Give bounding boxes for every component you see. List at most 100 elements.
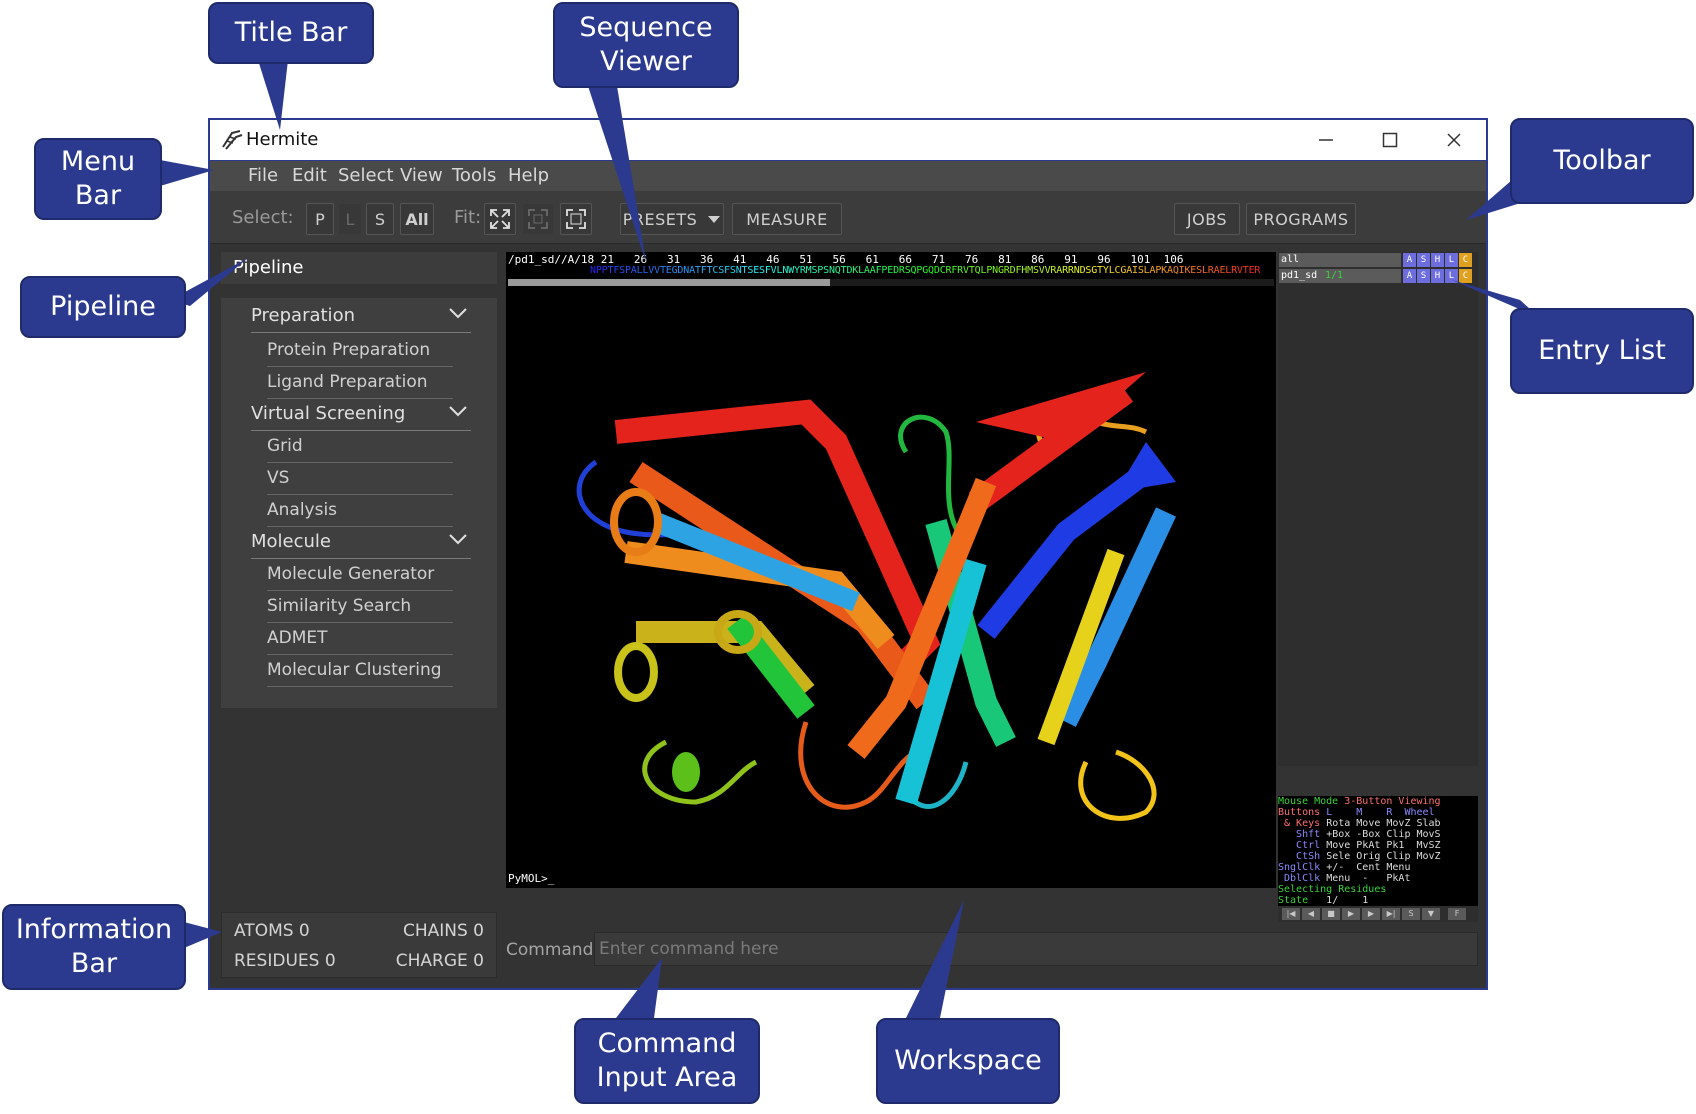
select-ligand-button[interactable]: L bbox=[338, 203, 362, 235]
entry-show-button[interactable]: S bbox=[1417, 269, 1430, 283]
sequence-scroll-thumb[interactable] bbox=[508, 279, 830, 286]
entry-hide-button[interactable]: H bbox=[1431, 253, 1444, 267]
play-icon[interactable]: ▶ bbox=[1342, 908, 1360, 920]
entry-action-button[interactable]: A bbox=[1403, 253, 1416, 267]
pipeline-item-molecule-generator[interactable]: Molecule Generator bbox=[267, 558, 453, 591]
ctsh-label: CtSh bbox=[1278, 851, 1321, 862]
fit-all-button[interactable] bbox=[484, 203, 516, 235]
pipeline-item-similarity-search[interactable]: Similarity Search bbox=[267, 590, 453, 623]
minimize-button[interactable] bbox=[1294, 120, 1358, 160]
fit-selection-icon bbox=[528, 209, 548, 229]
single-click-label: SnglClk bbox=[1278, 862, 1321, 873]
callout-pipeline: Pipeline bbox=[20, 276, 186, 338]
callout-workspace: Workspace bbox=[876, 1018, 1060, 1104]
pipeline-group-preparation[interactable]: Preparation bbox=[251, 300, 471, 333]
information-bar: ATOMS 0 CHAINS 0 RESIDUES 0 CHARGE 0 bbox=[221, 912, 497, 978]
menu-view[interactable]: View bbox=[400, 165, 443, 186]
menu-tools[interactable]: Tools bbox=[452, 165, 497, 186]
pipeline-item-admet[interactable]: ADMET bbox=[267, 622, 453, 655]
selecting-mode[interactable]: Selecting Residues bbox=[1278, 884, 1387, 895]
first-frame-icon[interactable]: |◀ bbox=[1282, 908, 1300, 920]
fit-selection-button[interactable] bbox=[522, 203, 554, 235]
pipeline-item-analysis[interactable]: Analysis bbox=[267, 494, 453, 527]
close-icon bbox=[1447, 133, 1461, 147]
callout-entry-list: Entry List bbox=[1510, 308, 1694, 394]
menu-bar: File Edit Select View Tools Help bbox=[210, 161, 1486, 191]
close-button[interactable] bbox=[1422, 120, 1486, 160]
keys-row: Rota Move MovZ Slab bbox=[1326, 818, 1441, 829]
scene-down-icon[interactable]: ▼ bbox=[1422, 908, 1440, 920]
mouse-buttons-label: Buttons bbox=[1278, 807, 1321, 818]
entry-label-button[interactable]: L bbox=[1445, 253, 1458, 267]
select-label: Select: bbox=[232, 207, 294, 228]
presets-label: PRESETS bbox=[622, 209, 698, 229]
entry-label-button[interactable]: L bbox=[1445, 269, 1458, 283]
pipeline-item-molecular-clustering[interactable]: Molecular Clustering bbox=[267, 654, 453, 687]
select-protein-button[interactable]: P bbox=[306, 203, 334, 235]
pipeline-item-protein-preparation[interactable]: Protein Preparation bbox=[267, 334, 453, 367]
keys-label: & Keys bbox=[1278, 818, 1321, 829]
command-label: Command: bbox=[506, 940, 600, 960]
mouse-mode-value[interactable]: 3-Button Viewing bbox=[1344, 796, 1441, 807]
sequence-residues[interactable]: NPPTFSPALLVVTEGDNATFTCSFSNTSESFVLNWYRMSP… bbox=[590, 265, 1261, 276]
fit-view-button[interactable] bbox=[560, 203, 592, 235]
command-input[interactable] bbox=[594, 932, 1478, 966]
protein-cartoon bbox=[576, 372, 1176, 821]
programs-button[interactable]: PROGRAMS bbox=[1246, 203, 1356, 235]
entry-action-button[interactable]: A bbox=[1403, 269, 1416, 283]
select-solvent-button[interactable]: S bbox=[366, 203, 394, 235]
entry-show-button[interactable]: S bbox=[1417, 253, 1430, 267]
prev-frame-icon[interactable]: ◀ bbox=[1302, 908, 1320, 920]
full-screen-icon[interactable]: F bbox=[1448, 908, 1466, 920]
pipeline-group-virtual-screening[interactable]: Virtual Screening bbox=[251, 398, 471, 431]
last-frame-icon[interactable]: ▶| bbox=[1382, 908, 1400, 920]
menu-file[interactable]: File bbox=[248, 165, 279, 186]
shift-row: +Box -Box Clip MovS bbox=[1326, 829, 1441, 840]
toolbar: Select: P L S All Fit: PRESETS MEASURE J… bbox=[210, 191, 1486, 244]
scene-icon[interactable]: S bbox=[1402, 908, 1420, 920]
mouse-mode-panel: Mouse Mode 3-Button Viewing Buttons L M … bbox=[1278, 796, 1478, 906]
double-click-label: DblClk bbox=[1278, 873, 1321, 884]
chevron-down-icon bbox=[449, 308, 467, 319]
entry-color-button[interactable]: C bbox=[1459, 269, 1472, 283]
jobs-button[interactable]: JOBS bbox=[1174, 203, 1240, 235]
menu-help[interactable]: Help bbox=[508, 165, 550, 186]
mouse-mode-label: Mouse Mode bbox=[1278, 796, 1339, 807]
entry-name: all bbox=[1281, 254, 1300, 265]
sequence-scrollbar[interactable] bbox=[508, 279, 1274, 286]
callout-information-bar: Information Bar bbox=[2, 904, 186, 990]
shift-label: Shft bbox=[1278, 829, 1321, 840]
sequence-positions: /pd1_sd//A/18 21 26 31 36 41 46 51 56 61… bbox=[508, 253, 1184, 266]
entry-pd1-sd[interactable]: pd1_sd 1/1 A S H L C bbox=[1279, 269, 1477, 283]
ctrl-row: Move PkAt Pk1 MvSZ bbox=[1326, 840, 1441, 851]
group-label: Molecule bbox=[251, 531, 331, 552]
title-bar[interactable]: Hermite bbox=[210, 120, 1486, 161]
entry-state: 1/1 bbox=[1325, 270, 1344, 281]
maximize-button[interactable] bbox=[1358, 120, 1422, 160]
callout-command-input-area: Command Input Area bbox=[574, 1018, 760, 1104]
measure-button[interactable]: MEASURE bbox=[732, 203, 842, 235]
pipeline-item-ligand-preparation[interactable]: Ligand Preparation bbox=[267, 366, 453, 399]
stop-icon[interactable]: ■ bbox=[1322, 908, 1340, 920]
group-label: Preparation bbox=[251, 305, 355, 326]
pipeline-panel: Preparation Protein Preparation Ligand P… bbox=[221, 298, 497, 708]
fit-label: Fit: bbox=[454, 207, 482, 228]
caret-down-icon bbox=[708, 216, 721, 223]
entry-color-button[interactable]: C bbox=[1459, 253, 1472, 267]
menu-select[interactable]: Select bbox=[338, 165, 394, 186]
app-window: Hermite File Edit Select View Tools Help… bbox=[208, 118, 1488, 990]
pipeline-item-grid[interactable]: Grid bbox=[267, 430, 453, 463]
mouse-buttons-header: L M R Wheel bbox=[1326, 807, 1435, 818]
minimize-icon bbox=[1319, 139, 1333, 141]
pipeline-group-molecule[interactable]: Molecule bbox=[251, 526, 471, 559]
next-frame-icon[interactable]: ▶ bbox=[1362, 908, 1380, 920]
workspace-viewer[interactable]: /pd1_sd//A/18 21 26 31 36 41 46 51 56 61… bbox=[506, 252, 1276, 888]
callout-menu-bar: Menu Bar bbox=[34, 138, 162, 220]
entry-hide-button[interactable]: H bbox=[1431, 269, 1444, 283]
entry-all[interactable]: all A S H L C bbox=[1279, 253, 1477, 267]
pipeline-item-vs[interactable]: VS bbox=[267, 462, 453, 495]
select-all-button[interactable]: All bbox=[400, 203, 434, 235]
callout-sequence-viewer: Sequence Viewer bbox=[553, 2, 739, 88]
menu-edit[interactable]: Edit bbox=[292, 165, 327, 186]
